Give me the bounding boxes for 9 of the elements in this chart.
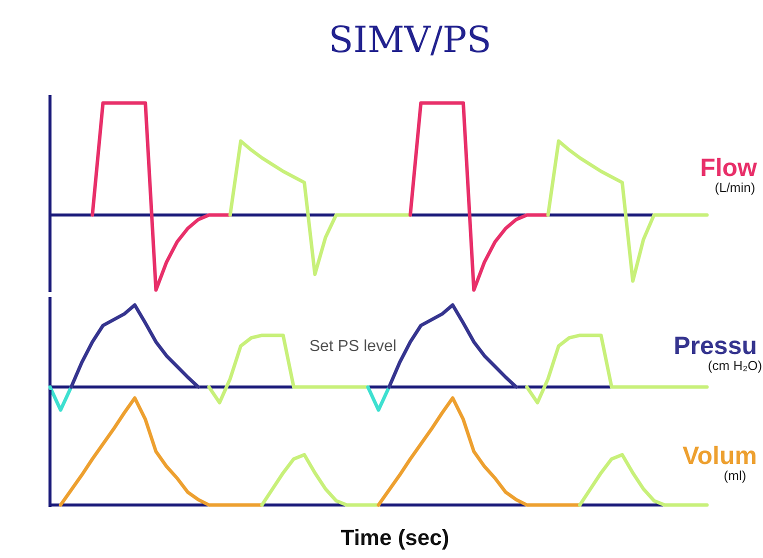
text: (L/min) xyxy=(714,180,756,195)
y-axis-title: Flow xyxy=(700,154,758,182)
chart-title: SIMV/PS xyxy=(328,20,492,61)
annotation: Set PS level xyxy=(309,338,396,355)
y-axis-title: Pressu xyxy=(674,332,757,360)
y-axis-title: Volum xyxy=(682,442,757,470)
x-axis-title: Time (sec) xyxy=(340,525,450,550)
annotation: (cm H₂O) xyxy=(708,358,762,373)
text: (ml) xyxy=(724,468,746,483)
